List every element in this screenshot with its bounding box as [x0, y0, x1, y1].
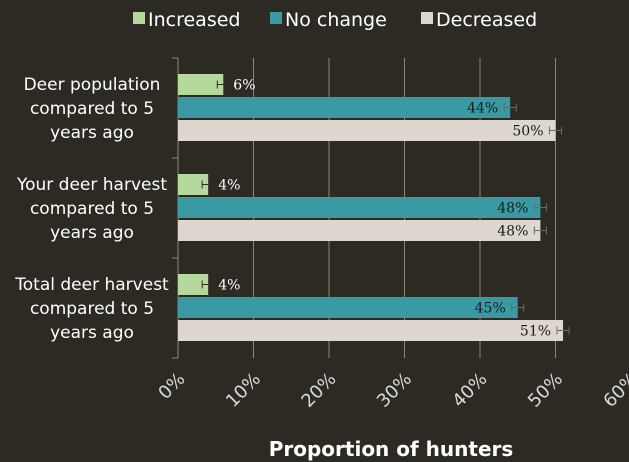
data-label: 4%: [218, 178, 240, 194]
bar-increased: [178, 174, 209, 195]
x-tick-label: 0%: [154, 369, 189, 404]
x-tick-label: 10%: [222, 369, 265, 412]
data-label: 45%: [475, 301, 506, 317]
x-tick-label: 50%: [524, 369, 567, 412]
bar-no-change: [178, 97, 511, 118]
bar-increased: [178, 274, 209, 295]
x-axis-label: Proportion of hunters: [269, 437, 514, 461]
bar-decreased: [178, 120, 556, 141]
category-label: Total deer harvest: [14, 275, 169, 295]
legend-label: Decreased: [436, 9, 537, 31]
x-tick-label: 20%: [297, 369, 340, 412]
legend-label: No change: [285, 9, 387, 31]
category-label: years ago: [50, 323, 134, 343]
category-label: Your deer harvest: [16, 175, 167, 195]
x-tick-labels: 0% 10% 20% 30% 40% 50% 60%: [154, 369, 629, 412]
legend-swatch: [133, 12, 145, 24]
legend-swatch: [421, 12, 433, 24]
x-tick-label: 30%: [373, 369, 416, 412]
x-tick-label: 60%: [599, 369, 629, 412]
axes: [172, 57, 179, 359]
data-label: 6%: [233, 78, 255, 94]
legend-swatch: [270, 12, 282, 24]
bar-decreased: [178, 220, 541, 241]
category-label: years ago: [50, 123, 134, 143]
category-label: Deer population: [24, 75, 161, 95]
bar-no-change: [178, 197, 541, 218]
category-label: compared to 5: [30, 199, 154, 219]
category-label: years ago: [50, 223, 134, 243]
bar-no-change: [178, 297, 518, 318]
legend: Increased No change Decreased: [133, 9, 537, 31]
data-label: 51%: [520, 324, 551, 340]
category-label: compared to 5: [30, 99, 154, 119]
data-label: 4%: [218, 278, 240, 294]
data-label: 48%: [497, 201, 528, 217]
bar-decreased: [178, 320, 564, 341]
data-label: 50%: [512, 124, 543, 140]
data-label: 48%: [497, 224, 528, 240]
category-labels: Deer population compared to 5 years ago You…: [14, 75, 169, 343]
bars: 6% 44% 50% 4% 48% 48% 4% 45% 51%: [178, 74, 570, 341]
category-label: compared to 5: [30, 299, 154, 319]
legend-label: Increased: [148, 9, 240, 31]
bar-increased: [178, 74, 224, 95]
data-label: 44%: [467, 101, 498, 117]
x-tick-label: 40%: [448, 369, 491, 412]
